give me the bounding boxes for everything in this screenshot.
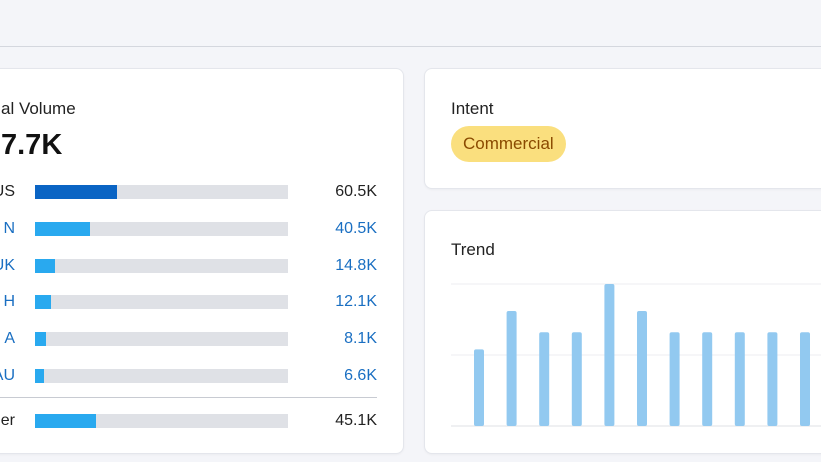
trend-chart xyxy=(451,283,821,427)
bar xyxy=(35,369,44,383)
bar xyxy=(35,258,55,273)
volume-card: al Volume 7.7K US 60.5K N 40.5K UK 14.8K H 12.1… xyxy=(0,68,404,454)
bar-track xyxy=(35,332,288,347)
total-volume: 7.7K xyxy=(1,129,63,161)
trend-bar xyxy=(669,332,680,426)
volume-value: 8.1K xyxy=(344,330,377,348)
bar xyxy=(35,414,96,428)
trend-bar xyxy=(734,332,745,426)
trend-bar xyxy=(506,310,517,426)
bar-track xyxy=(35,221,288,236)
bar xyxy=(35,295,52,310)
bar xyxy=(35,221,90,236)
country-label: A xyxy=(4,330,15,348)
trend-bar xyxy=(474,349,484,426)
bar-track xyxy=(35,258,288,273)
volume-value: 12.1K xyxy=(335,293,377,311)
card-title: al Volume xyxy=(1,99,76,118)
volume-value: 6.6K xyxy=(344,367,377,384)
bar-track xyxy=(35,295,288,310)
bar xyxy=(35,332,46,347)
volume-value: 40.5K xyxy=(335,219,377,237)
trend-bar xyxy=(539,332,550,426)
top-bar xyxy=(0,0,821,47)
intent-card: Intent Commercial xyxy=(424,68,821,189)
country-label: er xyxy=(0,412,15,429)
country-label: US xyxy=(0,183,15,200)
trend-bar xyxy=(800,332,810,426)
country-label: H xyxy=(3,293,15,311)
country-label: AU xyxy=(0,367,15,384)
trend-bar xyxy=(571,332,582,426)
trend-bar xyxy=(702,332,713,426)
bar-track xyxy=(35,414,288,428)
card-title: Trend xyxy=(451,240,495,259)
volume-value: 60.5K xyxy=(335,183,377,200)
trend-bar xyxy=(637,310,647,426)
trend-card: Trend xyxy=(424,210,821,454)
volume-value: 45.1K xyxy=(335,412,377,429)
trend-bar xyxy=(604,284,615,426)
separator xyxy=(0,397,377,398)
trend-bar xyxy=(767,332,778,426)
bar-track xyxy=(35,185,288,199)
card-title: Intent xyxy=(451,99,494,118)
country-label: UK xyxy=(0,256,15,274)
bar xyxy=(35,185,117,199)
bar-track xyxy=(35,369,288,383)
intent-badge[interactable]: Commercial xyxy=(451,126,566,162)
volume-value: 14.8K xyxy=(335,256,377,274)
country-label: N xyxy=(3,219,15,237)
